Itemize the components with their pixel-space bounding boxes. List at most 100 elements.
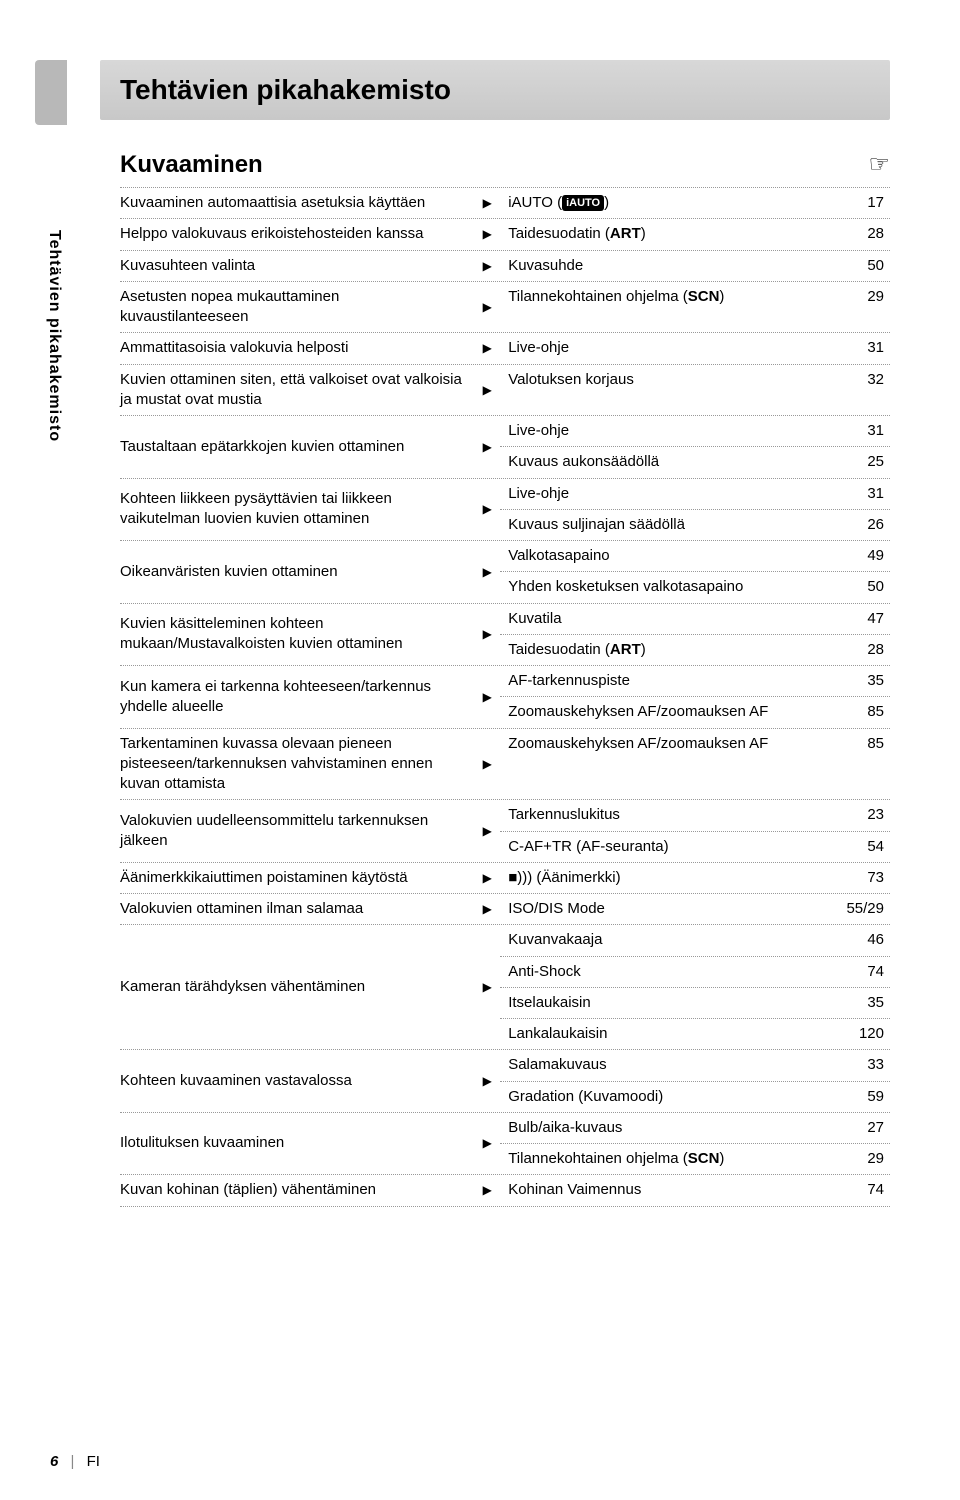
reference-block: Live-ohje31 xyxy=(500,333,890,363)
reference-label: Zoomauskehyksen AF/zoomauksen AF xyxy=(508,734,830,754)
reference-block: Taidesuodatin (ART)28 xyxy=(500,219,890,249)
reference-label: Taidesuodatin (ART) xyxy=(508,640,830,660)
reference-label: Kuvasuhde xyxy=(508,256,830,276)
reference-line: Gradation (Kuvamoodi)59 xyxy=(500,1081,890,1112)
reference-line: C-AF+TR (AF-seuranta)54 xyxy=(500,831,890,862)
reference-page: 31 xyxy=(830,338,886,358)
reference-line: Kuvaus suljinajan säädöllä26 xyxy=(500,509,890,540)
reference-label: Valkotasapaino xyxy=(508,546,830,566)
reference-block: AF-tarkennuspiste35Zoomauskehyksen AF/zo… xyxy=(500,666,890,728)
task-description: Kuvaaminen automaattisia asetuksia käytt… xyxy=(120,188,474,218)
reference-block: Kohinan Vaimennus74 xyxy=(500,1175,890,1205)
reference-line: Zoomauskehyksen AF/zoomauksen AF85 xyxy=(500,729,890,759)
arrow-icon: ▶ xyxy=(474,1050,500,1112)
page-number: 6 xyxy=(50,1453,58,1470)
reference-line: Live-ohje31 xyxy=(500,333,890,363)
arrow-icon: ▶ xyxy=(474,251,500,281)
reference-block: Kuvanvakaaja46Anti-Shock74Itselaukaisin3… xyxy=(500,925,890,1049)
reference-label: AF-tarkennuspiste xyxy=(508,671,830,691)
reference-label: Kuvaus suljinajan säädöllä xyxy=(508,515,830,535)
reference-page: 50 xyxy=(830,256,886,276)
table-row: Valokuvien uudelleensommittelu tarkennuk… xyxy=(120,800,890,863)
reference-page: 26 xyxy=(830,515,886,535)
reference-label: C-AF+TR (AF-seuranta) xyxy=(508,837,830,857)
section-heading: Kuvaaminen xyxy=(120,151,263,179)
reference-page: 49 xyxy=(830,546,886,566)
arrow-icon: ▶ xyxy=(474,219,500,249)
table-row: Valokuvien ottaminen ilman salamaa▶ISO/D… xyxy=(120,894,890,925)
table-row: Kuvan kohinan (täplien) vähentäminen▶Koh… xyxy=(120,1175,890,1206)
arrow-icon: ▶ xyxy=(474,604,500,666)
reference-line: Valotuksen korjaus32 xyxy=(500,365,890,395)
arrow-icon: ▶ xyxy=(474,666,500,728)
task-description: Kohteen kuvaaminen vastavalossa xyxy=(120,1050,474,1112)
reference-page: 27 xyxy=(830,1118,886,1138)
reference-label: Salamakuvaus xyxy=(508,1055,830,1075)
task-description: Valokuvien ottaminen ilman salamaa xyxy=(120,894,474,924)
reference-line: Yhden kosketuksen valkotasapaino50 xyxy=(500,571,890,602)
arrow-icon: ▶ xyxy=(474,333,500,363)
reference-page: 31 xyxy=(830,484,886,504)
table-row: Oikeanväristen kuvien ottaminen▶Valkotas… xyxy=(120,541,890,604)
reference-page: 73 xyxy=(830,868,886,888)
task-description: Asetusten nopea mukauttaminen kuvaustila… xyxy=(120,282,474,333)
footer-separator: | xyxy=(71,1453,75,1470)
table-row: Ammattitasoisia valokuvia helposti▶Live-… xyxy=(120,333,890,364)
reference-line: ISO/DIS Mode55/29 xyxy=(500,894,890,924)
table-row: Kun kamera ei tarkenna kohteeseen/tarken… xyxy=(120,666,890,729)
task-description: Kuvien ottaminen siten, että valkoiset o… xyxy=(120,365,474,416)
table-row: Kameran tärähdyksen vähentäminen▶Kuvanva… xyxy=(120,925,890,1050)
reference-label: Kuvanvakaaja xyxy=(508,930,830,950)
reference-block: Kuvasuhde50 xyxy=(500,251,890,281)
reference-line: AF-tarkennuspiste35 xyxy=(500,666,890,696)
reference-page: 29 xyxy=(830,287,886,307)
arrow-icon: ▶ xyxy=(474,925,500,1049)
reference-line: Taidesuodatin (ART)28 xyxy=(500,219,890,249)
reference-label: iAUTO (iAUTO) xyxy=(508,193,830,213)
reference-block: Live-ohje31Kuvaus aukonsäädöllä25 xyxy=(500,416,890,478)
reference-block: Valotuksen korjaus32 xyxy=(500,365,890,416)
reference-label: Taidesuodatin (ART) xyxy=(508,224,830,244)
task-description: Oikeanväristen kuvien ottaminen xyxy=(120,541,474,603)
task-description: Helppo valokuvaus erikoistehosteiden kan… xyxy=(120,219,474,249)
task-description: Valokuvien uudelleensommittelu tarkennuk… xyxy=(120,800,474,862)
arrow-icon: ▶ xyxy=(474,729,500,800)
reference-label: Tilannekohtainen ohjelma (SCN) xyxy=(508,1149,830,1169)
table-row: Taustaltaan epätarkkojen kuvien ottamine… xyxy=(120,416,890,479)
reference-block: Tarkennuslukitus23C-AF+TR (AF-seuranta)5… xyxy=(500,800,890,862)
reference-page: 59 xyxy=(830,1087,886,1107)
task-description: Äänimerkkikaiuttimen poistaminen käytöst… xyxy=(120,863,474,893)
page-footer: 6 | FI xyxy=(50,1453,100,1470)
reference-line: Bulb/aika-kuvaus27 xyxy=(500,1113,890,1143)
reference-page: 47 xyxy=(830,609,886,629)
table-row: Ilotulituksen kuvaaminen▶Bulb/aika-kuvau… xyxy=(120,1113,890,1176)
task-description: Kun kamera ei tarkenna kohteeseen/tarken… xyxy=(120,666,474,728)
arrow-icon: ▶ xyxy=(474,188,500,218)
reference-line: Tarkennuslukitus23 xyxy=(500,800,890,830)
reference-line: Live-ohje31 xyxy=(500,479,890,509)
arrow-icon: ▶ xyxy=(474,541,500,603)
reference-page: 32 xyxy=(830,370,886,390)
reference-line: Salamakuvaus33 xyxy=(500,1050,890,1080)
reference-block: Bulb/aika-kuvaus27 Tilannekohtainen ohjel… xyxy=(500,1113,890,1175)
bold-text: ART xyxy=(610,225,641,242)
reference-page: 120 xyxy=(830,1024,886,1044)
arrow-icon: ▶ xyxy=(474,863,500,893)
table-row: Asetusten nopea mukauttaminen kuvaustila… xyxy=(120,282,890,334)
reference-line: Zoomauskehyksen AF/zoomauksen AF85 xyxy=(500,696,890,727)
bold-text: SCN xyxy=(688,1150,720,1167)
reference-line: Valkotasapaino49 xyxy=(500,541,890,571)
reference-label: ISO/DIS Mode xyxy=(508,899,830,919)
reference-page: 74 xyxy=(830,1180,886,1200)
reference-page: 46 xyxy=(830,930,886,950)
reference-page: 25 xyxy=(830,452,886,472)
arrow-icon: ▶ xyxy=(474,479,500,541)
reference-label: Live-ohje xyxy=(508,421,830,441)
bold-text: ART xyxy=(610,641,641,658)
arrow-icon: ▶ xyxy=(474,800,500,862)
task-description: Kuvasuhteen valinta xyxy=(120,251,474,281)
reference-block: ■))) (Äänimerkki)73 xyxy=(500,863,890,893)
table-row: Kuvien käsitteleminen kohteen mukaan/Mus… xyxy=(120,604,890,667)
task-description: Ammattitasoisia valokuvia helposti xyxy=(120,333,474,363)
reference-label: Kuvaus aukonsäädöllä xyxy=(508,452,830,472)
